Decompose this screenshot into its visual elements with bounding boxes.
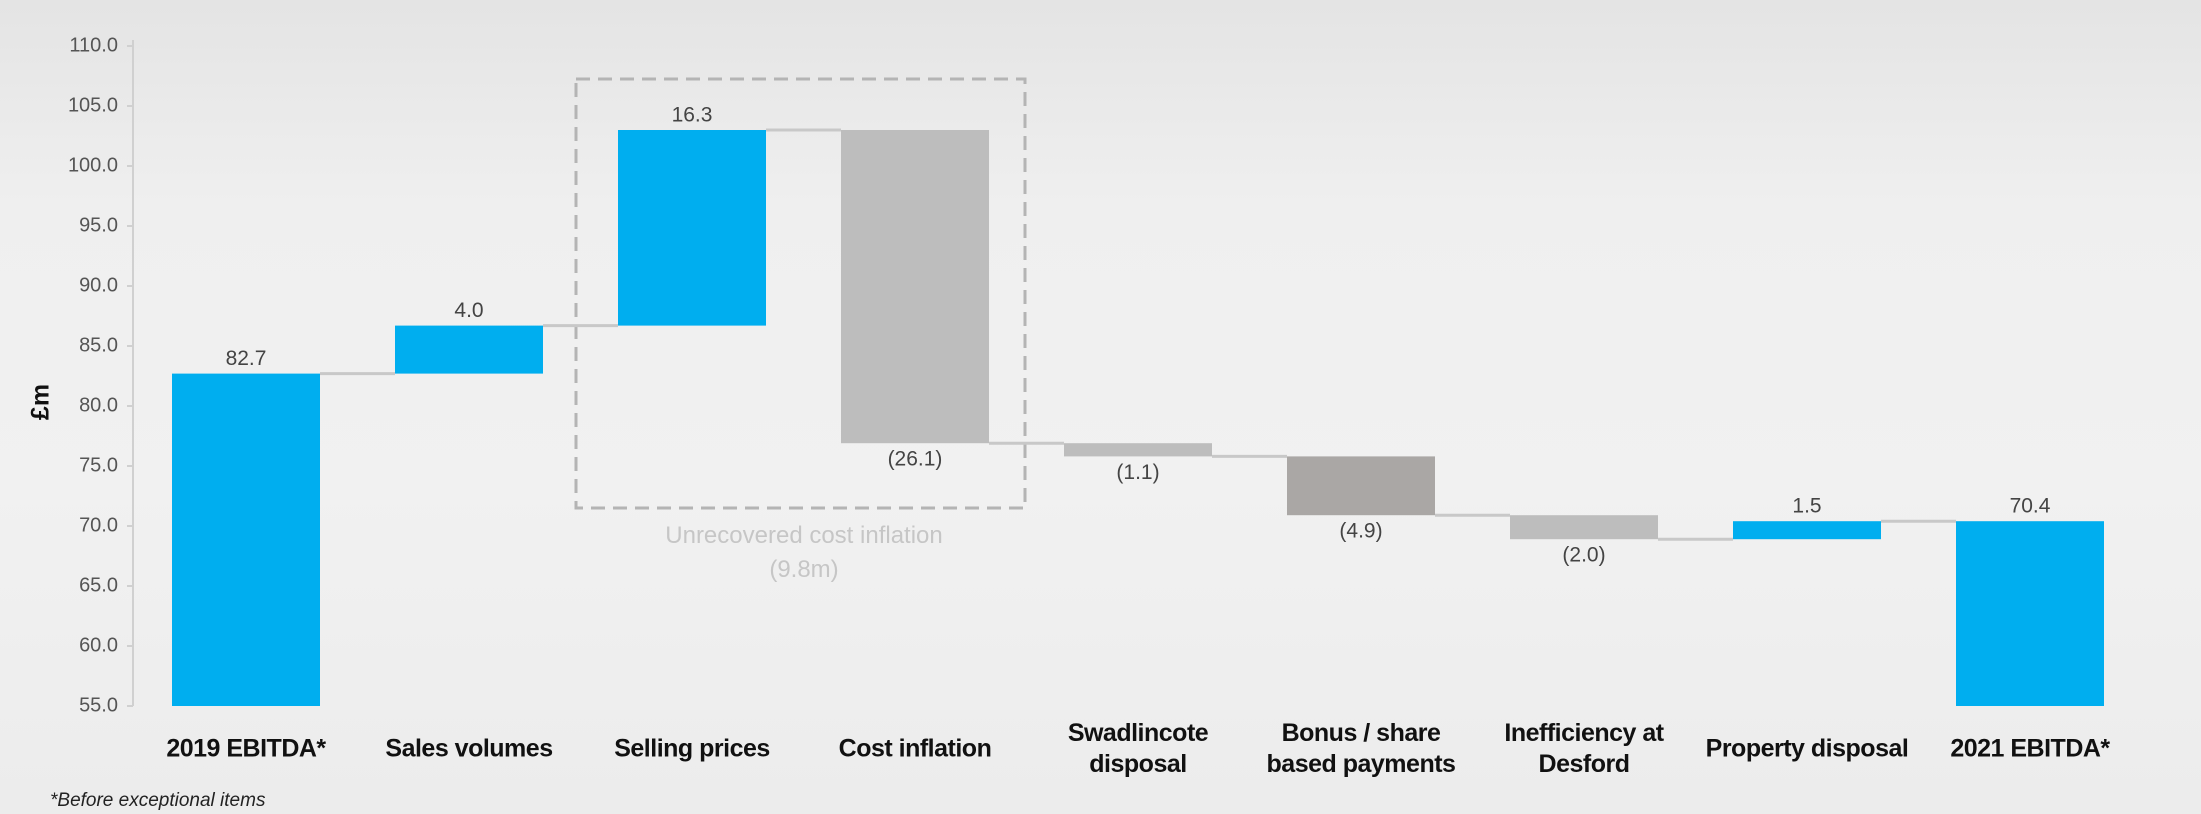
x-tick-label: Inefficiency at Desford [1504, 719, 1664, 778]
bar [395, 325, 543, 374]
x-tick-label: 2019 EBITDA* [166, 734, 326, 763]
x-tick-label: 2021 EBITDA* [1950, 734, 2110, 763]
x-tick-label: Swadlincote disposal [1067, 719, 1209, 778]
value-label: (4.9) [1339, 520, 1382, 543]
y-tick-label: 65.0 [79, 574, 118, 596]
x-tick-label: Property disposal [1705, 734, 1909, 763]
x-tick-label: Sales volumes [385, 734, 553, 763]
x-tick-label: Selling prices [614, 734, 770, 763]
bar [1064, 443, 1212, 457]
bar [1287, 456, 1435, 516]
y-tick-label: 100.0 [68, 154, 118, 176]
value-label: (2.0) [1562, 544, 1605, 567]
value-label: (1.1) [1116, 461, 1159, 484]
y-tick-label: 110.0 [69, 34, 118, 56]
y-tick-label: 75.0 [79, 454, 118, 476]
value-label: (26.1) [888, 448, 943, 471]
x-tick-label: Bonus / share based payments [1266, 719, 1456, 778]
y-tick-label: 95.0 [79, 214, 118, 236]
y-tick-label: 60.0 [79, 634, 118, 656]
annotation-box [574, 77, 1027, 510]
value-label: 4.0 [454, 299, 483, 322]
y-tick-label: 105.0 [68, 94, 118, 116]
value-label: 70.4 [2010, 495, 2051, 518]
y-tick-label: 55.0 [79, 694, 118, 716]
y-tick-label: 70.0 [79, 514, 118, 536]
bar [841, 130, 989, 444]
value-label: 16.3 [672, 104, 713, 127]
value-label: 1.5 [1792, 495, 1821, 518]
bar [1510, 515, 1658, 540]
bar [1956, 521, 2104, 706]
y-tick-label: 80.0 [79, 394, 118, 416]
bar [1733, 521, 1881, 540]
x-tick-label: Cost inflation [838, 734, 992, 763]
bar [172, 373, 320, 706]
y-tick-label: 85.0 [79, 334, 118, 356]
bar [618, 130, 766, 326]
annotation: Unrecovered cost inflation (9.8m) [665, 522, 943, 583]
y-tick-label: 90.0 [79, 274, 118, 296]
value-label: 82.7 [226, 347, 267, 370]
y-axis-label: £m [27, 384, 55, 420]
footnote: *Before exceptional items [50, 790, 266, 811]
